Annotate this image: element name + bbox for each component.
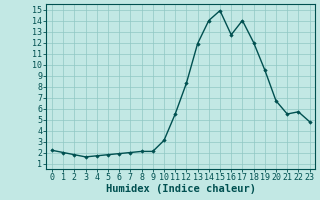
- X-axis label: Humidex (Indice chaleur): Humidex (Indice chaleur): [106, 184, 256, 194]
